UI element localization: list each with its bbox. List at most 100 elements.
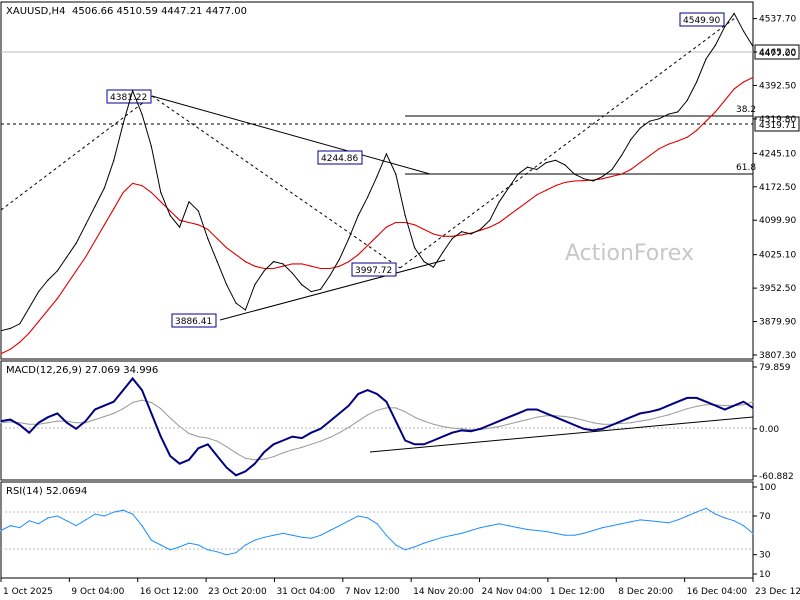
price-ma-point-49: [461, 234, 463, 236]
price-point-26: [244, 309, 246, 311]
x-tick-label-0: 1 Oct 2025: [3, 587, 53, 597]
price-ma-point-9: [85, 256, 87, 258]
swing-label-4244-box: [317, 150, 363, 165]
price-point-73: [686, 99, 688, 101]
macd-point-38: [357, 393, 359, 395]
price-y-tick-label-9: 3879.90: [759, 318, 796, 328]
price-point-67: [630, 139, 632, 141]
macd-signal-point-45: [423, 420, 425, 422]
price-ma-point-4: [38, 320, 40, 323]
macd-signal-point-80: [752, 401, 754, 403]
swing-label-4381-text: 4381.22: [110, 93, 147, 103]
macd-signal-point-20: [188, 432, 190, 435]
macd-signal-point-0: [0, 422, 2, 424]
price-line: [0, 12, 754, 332]
price-point-70: [658, 118, 660, 120]
rsi-point-49: [461, 532, 463, 535]
macd-signal-point-46: [432, 423, 434, 425]
price-point-21: [197, 210, 199, 212]
price-series-group: [0, 12, 754, 355]
swing-label-3886: 3886.41: [171, 313, 217, 328]
swing-label-4549-box: [679, 12, 725, 27]
macd-point-35: [329, 420, 331, 422]
macd-signal-point-71: [667, 414, 670, 416]
rsi-point-29: [273, 534, 275, 536]
rsi-point-63: [592, 529, 594, 532]
macd-point-0: [0, 420, 2, 422]
price-point-61: [573, 173, 576, 175]
price-ma-point-31: [291, 263, 293, 265]
price-y-tick-label-8: 3952.50: [759, 284, 796, 294]
price-point-65: [611, 168, 613, 171]
rsi-point-46: [432, 539, 434, 541]
macd-signal-point-75: [705, 404, 707, 406]
macd-signal-point-27: [254, 459, 256, 461]
macd-point-37: [348, 405, 350, 407]
price-y-tick-label-5: 4172.50: [759, 183, 796, 193]
macd-point-78: [733, 405, 735, 407]
price-ma-point-70: [658, 148, 660, 150]
macd-signal-point-47: [442, 425, 444, 428]
rsi-point-11: [103, 515, 105, 517]
swing-label-4244-text: 4244.86: [321, 154, 358, 164]
swing-label-4381: 4381.22: [106, 89, 152, 104]
macd-point-76: [714, 405, 717, 407]
macd-point-41: [385, 401, 387, 403]
price-y-tick-label-7: 4025.10: [759, 251, 796, 261]
price-point-56: [526, 166, 529, 168]
macd-signal-point-48: [451, 427, 453, 429]
x-tick-label-10: 16 Dec 04:00: [687, 587, 748, 597]
price-ma-point-29: [273, 267, 275, 270]
price-ma-point-21: [197, 224, 199, 226]
macd-point-46: [432, 439, 434, 442]
macd-point-80: [752, 407, 754, 409]
level-price-tag-text: 4319.71: [759, 121, 796, 131]
last-price-tag-text: 4477.00: [759, 49, 796, 59]
macd-point-1: [9, 419, 11, 421]
price-point-40: [376, 175, 378, 177]
x-tick-label-6: 14 Nov 20:00: [413, 587, 474, 597]
rsi-point-3: [28, 520, 30, 522]
macd-point-31: [291, 436, 293, 438]
watermark-text: ActionForex: [565, 241, 694, 266]
rsi-point-8: [75, 525, 77, 527]
macd-point-6: [56, 412, 59, 414]
price-point-33: [310, 291, 312, 293]
price-ma-point-34: [320, 267, 322, 270]
price-ma-point-79: [743, 81, 745, 83]
macd-signal-point-43: [404, 411, 406, 413]
price-point-71: [667, 113, 670, 115]
rsi-point-74: [696, 511, 698, 513]
price-point-69: [649, 120, 651, 122]
macd-point-57: [536, 408, 538, 411]
price-point-62: [583, 178, 585, 180]
macd-signal-point-21: [197, 436, 199, 438]
macd-point-17: [160, 436, 162, 438]
macd-point-48: [451, 432, 453, 434]
price-ma-point-40: [376, 235, 378, 237]
macd-point-63: [592, 429, 594, 431]
macd-point-15: [141, 389, 143, 391]
macd-signal-point-14: [132, 401, 134, 404]
price-ma-point-56: [526, 201, 529, 203]
macd-signal-point-17: [160, 408, 162, 410]
macd-point-75: [705, 401, 707, 403]
rsi-point-58: [545, 530, 547, 533]
price-point-53: [498, 201, 500, 203]
macd-point-30: [282, 439, 284, 442]
price-point-79: [743, 30, 745, 32]
price-ma-point-54: [508, 215, 510, 217]
rsi-point-18: [169, 549, 171, 551]
macd-signal-point-52: [489, 427, 491, 429]
price-point-45: [423, 261, 425, 263]
macd-signal-point-32: [301, 446, 303, 448]
rsi-point-37: [348, 520, 350, 522]
macd-signal-point-15: [141, 399, 143, 401]
macd-point-10: [94, 408, 96, 411]
rsi-point-51: [479, 527, 481, 529]
price-point-46: [432, 266, 434, 268]
macd-point-5: [47, 416, 49, 418]
price-point-57: [536, 168, 538, 171]
rsi-point-61: [573, 534, 576, 536]
macd-signal-point-35: [329, 436, 331, 438]
